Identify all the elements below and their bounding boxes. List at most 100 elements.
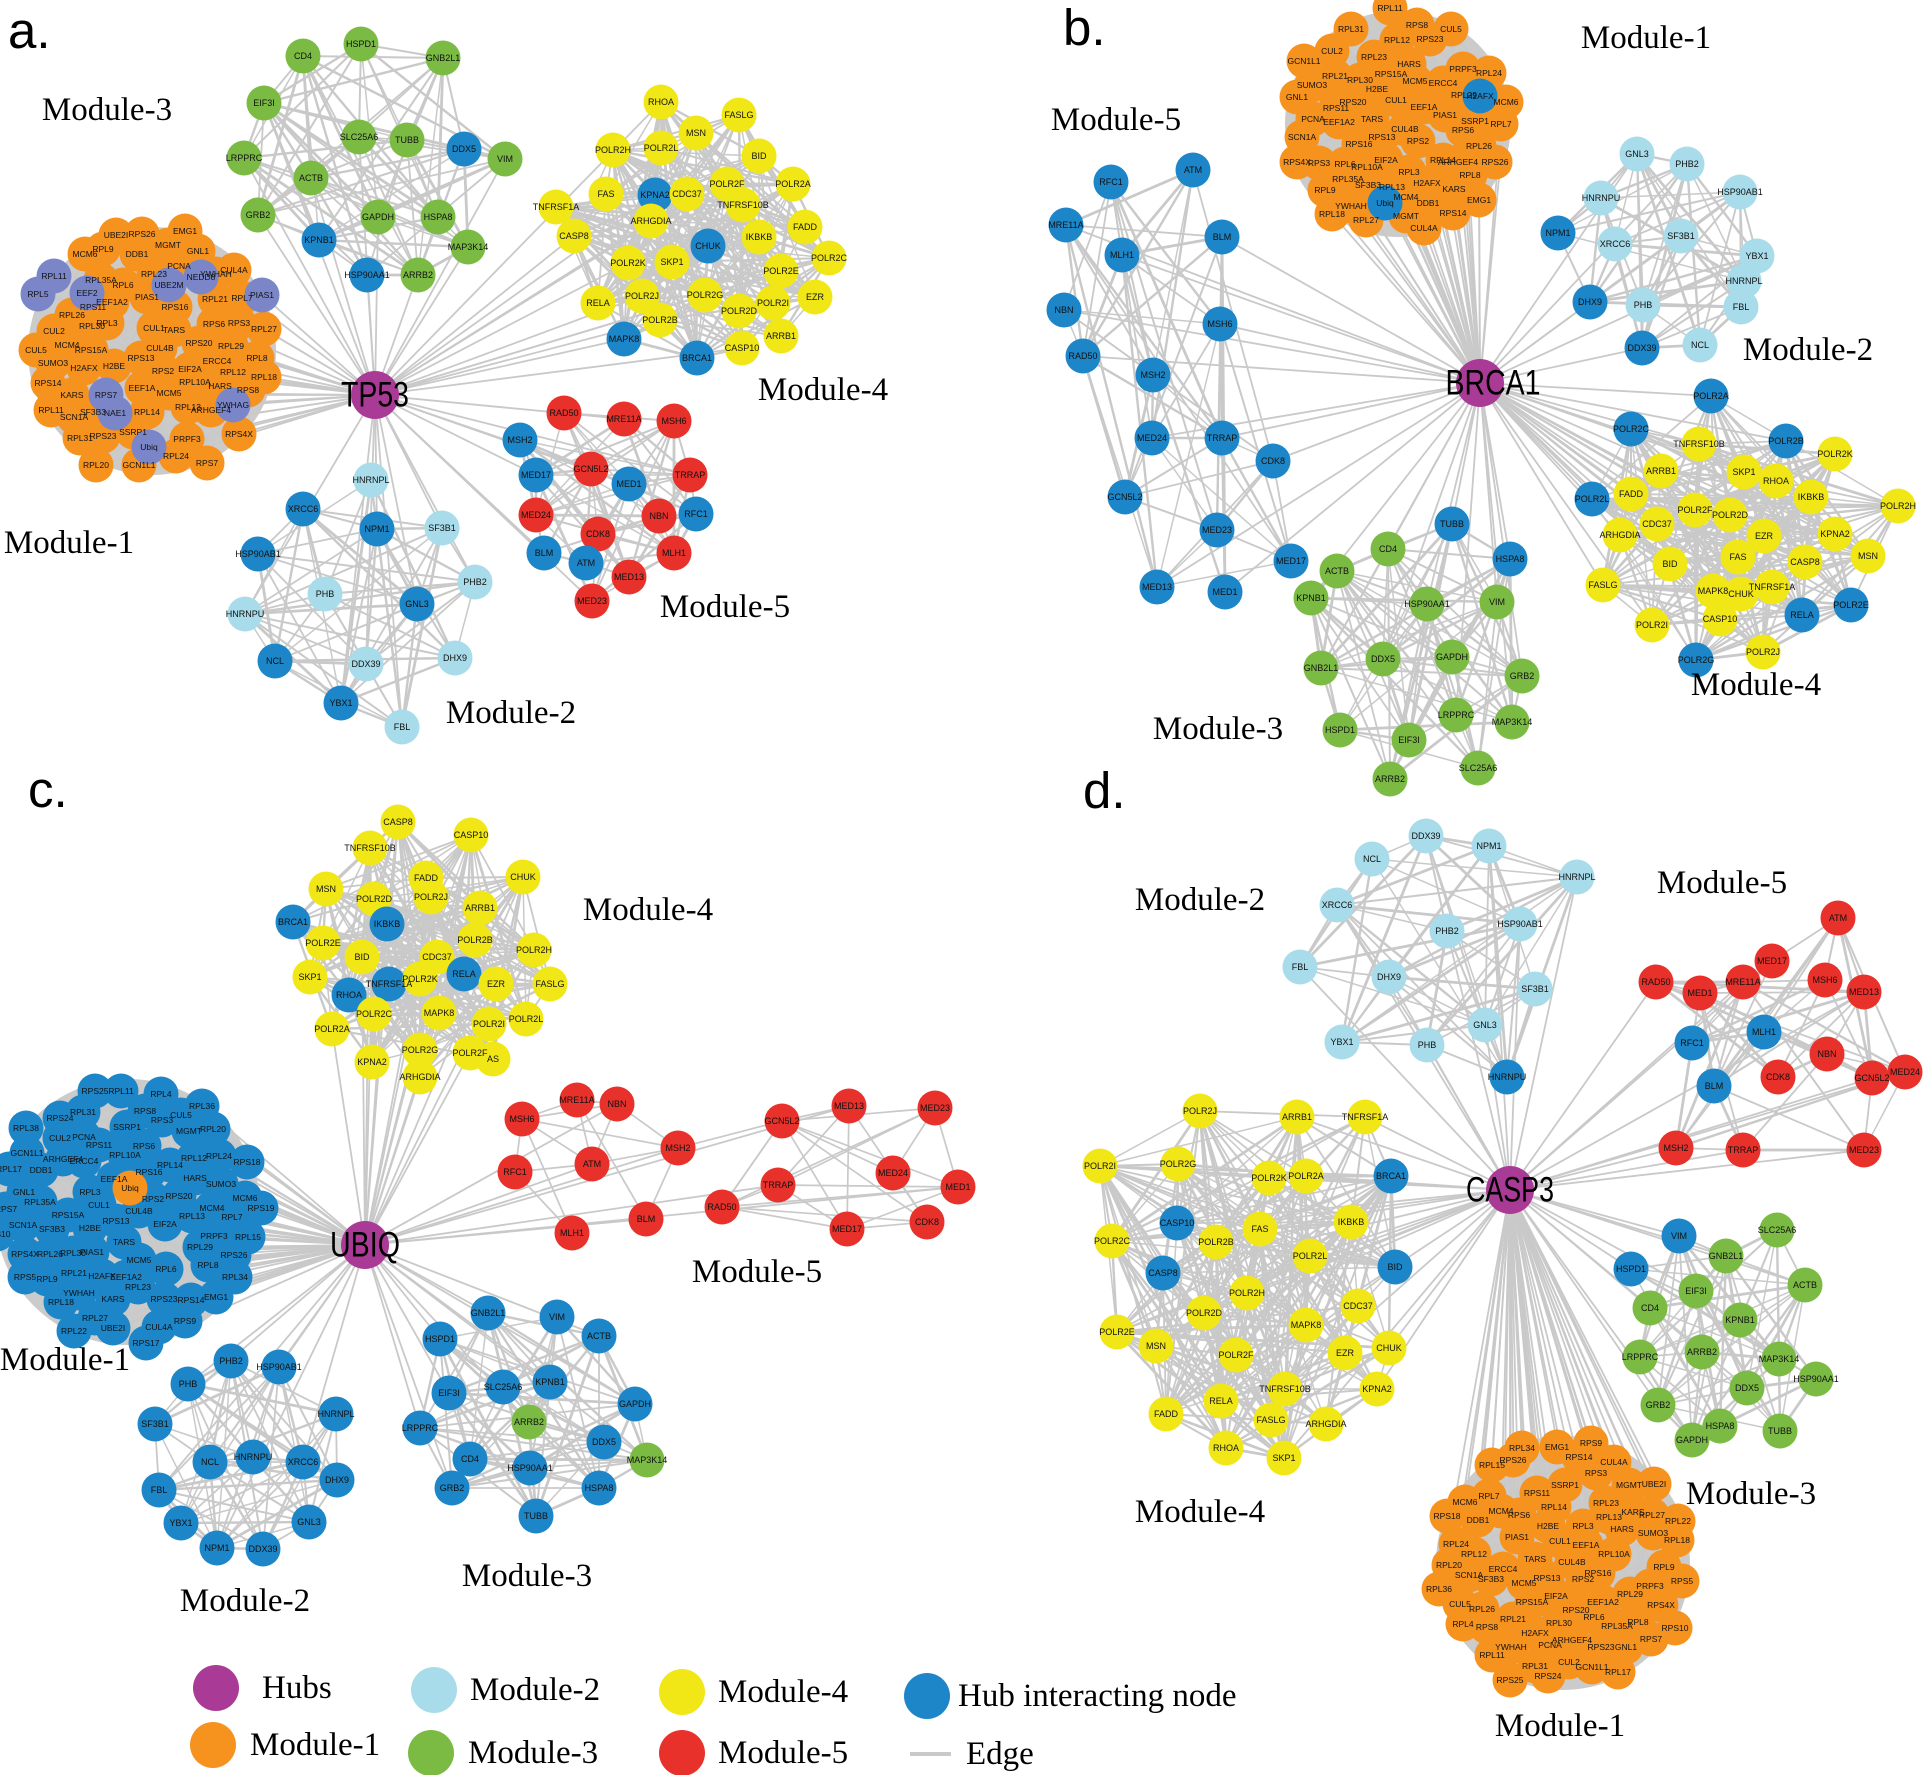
svg-text:VIM: VIM — [549, 1312, 565, 1322]
svg-text:RPL22: RPL22 — [1665, 1516, 1691, 1526]
svg-text:CASP10: CASP10 — [454, 830, 489, 840]
svg-text:FBL: FBL — [1292, 962, 1309, 972]
svg-text:SLC25A6: SLC25A6 — [1758, 1225, 1797, 1235]
svg-text:RPL11: RPL11 — [108, 1086, 134, 1096]
svg-text:RPL7: RPL7 — [221, 1212, 243, 1222]
svg-text:MRE11A: MRE11A — [559, 1095, 594, 1105]
svg-text:Module-2: Module-2 — [1743, 332, 1873, 368]
svg-text:EEF1A: EEF1A — [1573, 1540, 1600, 1550]
svg-text:TUBB: TUBB — [524, 1511, 548, 1521]
svg-text:MAP3K14: MAP3K14 — [627, 1455, 668, 1465]
svg-text:MCM6: MCM6 — [72, 249, 97, 259]
svg-text:TNFRSF10B: TNFRSF10B — [344, 843, 396, 853]
svg-text:YWHAG: YWHAG — [217, 400, 249, 410]
svg-text:Ubiq: Ubiq — [121, 1183, 139, 1193]
svg-text:GNL1: GNL1 — [187, 246, 209, 256]
svg-text:POLR2C: POLR2C — [356, 1009, 393, 1019]
svg-text:POLR2D: POLR2D — [1186, 1308, 1223, 1318]
svg-text:Module-5: Module-5 — [692, 1254, 822, 1290]
svg-text:GCN1L1: GCN1L1 — [10, 1148, 43, 1158]
svg-text:DDX5: DDX5 — [592, 1437, 616, 1447]
svg-text:Module-1: Module-1 — [250, 1727, 380, 1763]
svg-text:CD4: CD4 — [294, 51, 312, 61]
svg-text:Module-5: Module-5 — [1051, 102, 1181, 138]
svg-text:Module-4: Module-4 — [1135, 1494, 1265, 1530]
svg-text:RPS11: RPS11 — [86, 1140, 113, 1150]
svg-text:Module-4: Module-4 — [1691, 667, 1821, 703]
svg-text:H2AFX: H2AFX — [1413, 178, 1441, 188]
svg-text:RPL21: RPL21 — [1322, 71, 1348, 81]
svg-text:RELA: RELA — [1209, 1396, 1233, 1406]
svg-text:ARHGDIA: ARHGDIA — [1599, 530, 1640, 540]
svg-text:H2AFX: H2AFX — [88, 1271, 116, 1281]
svg-text:MLH1: MLH1 — [560, 1228, 584, 1238]
svg-text:RPL23: RPL23 — [125, 1282, 151, 1292]
svg-text:CUL4A: CUL4A — [145, 1322, 173, 1332]
svg-text:RPL4: RPL4 — [1452, 1619, 1474, 1629]
svg-text:EIF2A: EIF2A — [178, 364, 202, 374]
svg-text:VIM: VIM — [1671, 1231, 1687, 1241]
svg-text:ARRB2: ARRB2 — [1687, 1347, 1717, 1357]
svg-text:MAP3K14: MAP3K14 — [448, 242, 489, 252]
svg-text:RPL17: RPL17 — [0, 1164, 22, 1174]
svg-text:CUL2: CUL2 — [43, 326, 65, 336]
svg-text:NPM1: NPM1 — [364, 524, 389, 534]
svg-text:DDX39: DDX39 — [1411, 831, 1440, 841]
svg-text:CUL5: CUL5 — [1440, 24, 1462, 34]
svg-text:ARHGDIA: ARHGDIA — [1305, 1419, 1346, 1429]
svg-text:TNFRSF1A: TNFRSF1A — [533, 202, 580, 212]
svg-text:NPM1: NPM1 — [204, 1543, 229, 1553]
svg-text:GNL1: GNL1 — [1615, 1642, 1637, 1652]
svg-text:RPL36: RPL36 — [189, 1101, 215, 1111]
svg-text:FBL: FBL — [394, 722, 411, 732]
svg-text:CUL5: CUL5 — [170, 1110, 192, 1120]
svg-text:POLR2A: POLR2A — [314, 1024, 350, 1034]
svg-text:RPL14: RPL14 — [1541, 1502, 1567, 1512]
svg-text:RFC1: RFC1 — [684, 509, 708, 519]
svg-text:MSH2: MSH2 — [507, 435, 532, 445]
svg-text:RHOA: RHOA — [1213, 1443, 1239, 1453]
svg-text:ARRB1: ARRB1 — [766, 331, 796, 341]
svg-text:RPS11: RPS11 — [1524, 1488, 1551, 1498]
svg-text:LRPPRC: LRPPRC — [1438, 710, 1475, 720]
svg-text:DHX9: DHX9 — [1377, 972, 1401, 982]
svg-text:ATM: ATM — [583, 1159, 601, 1169]
svg-text:NCL: NCL — [266, 656, 284, 666]
svg-text:SF3B3: SF3B3 — [80, 407, 106, 417]
svg-text:SUMO3: SUMO3 — [1297, 80, 1328, 90]
svg-text:KARS: KARS — [1621, 1507, 1644, 1517]
svg-text:RPS26: RPS26 — [221, 1250, 248, 1260]
svg-text:RPL11: RPL11 — [1479, 1650, 1505, 1660]
svg-text:GCN5L2: GCN5L2 — [1107, 492, 1142, 502]
svg-text:CUL2: CUL2 — [49, 1133, 71, 1143]
svg-text:POLR2E: POLR2E — [1833, 600, 1869, 610]
svg-text:PCNA: PCNA — [1301, 114, 1325, 124]
svg-text:RPL20: RPL20 — [1436, 1560, 1462, 1570]
svg-text:EIF2A: EIF2A — [1544, 1591, 1568, 1601]
svg-text:SF3B1: SF3B1 — [1521, 984, 1549, 994]
svg-text:RPL30: RPL30 — [1546, 1618, 1572, 1628]
svg-text:RPL29: RPL29 — [1617, 1589, 1643, 1599]
svg-text:CASP8: CASP8 — [383, 817, 413, 827]
svg-text:Module-2: Module-2 — [470, 1672, 600, 1708]
svg-text:ERCC4: ERCC4 — [1429, 78, 1458, 88]
svg-text:EEF1A2: EEF1A2 — [1587, 1597, 1619, 1607]
svg-text:RHOA: RHOA — [336, 990, 362, 1000]
svg-text:RPL30: RPL30 — [60, 1248, 86, 1258]
svg-text:RPL34: RPL34 — [222, 1272, 248, 1282]
svg-text:POLR2I: POLR2I — [473, 1019, 505, 1029]
svg-text:H2AFX: H2AFX — [1466, 91, 1494, 101]
svg-text:HARS: HARS — [208, 381, 232, 391]
svg-text:RPL20: RPL20 — [200, 1124, 226, 1134]
svg-text:MED17: MED17 — [832, 1224, 862, 1234]
svg-text:FAS: FAS — [597, 189, 614, 199]
svg-text:KPNA2: KPNA2 — [1362, 1384, 1392, 1394]
svg-text:MCM6: MCM6 — [1493, 97, 1518, 107]
svg-text:Module-3: Module-3 — [462, 1558, 592, 1594]
svg-text:KARS: KARS — [1442, 184, 1465, 194]
svg-text:ACTB: ACTB — [1325, 566, 1349, 576]
svg-text:RPS15A: RPS15A — [75, 345, 108, 355]
svg-text:RPS7: RPS7 — [95, 390, 117, 400]
svg-text:CD4: CD4 — [1379, 544, 1397, 554]
svg-text:HSPA8: HSPA8 — [1706, 1421, 1735, 1431]
